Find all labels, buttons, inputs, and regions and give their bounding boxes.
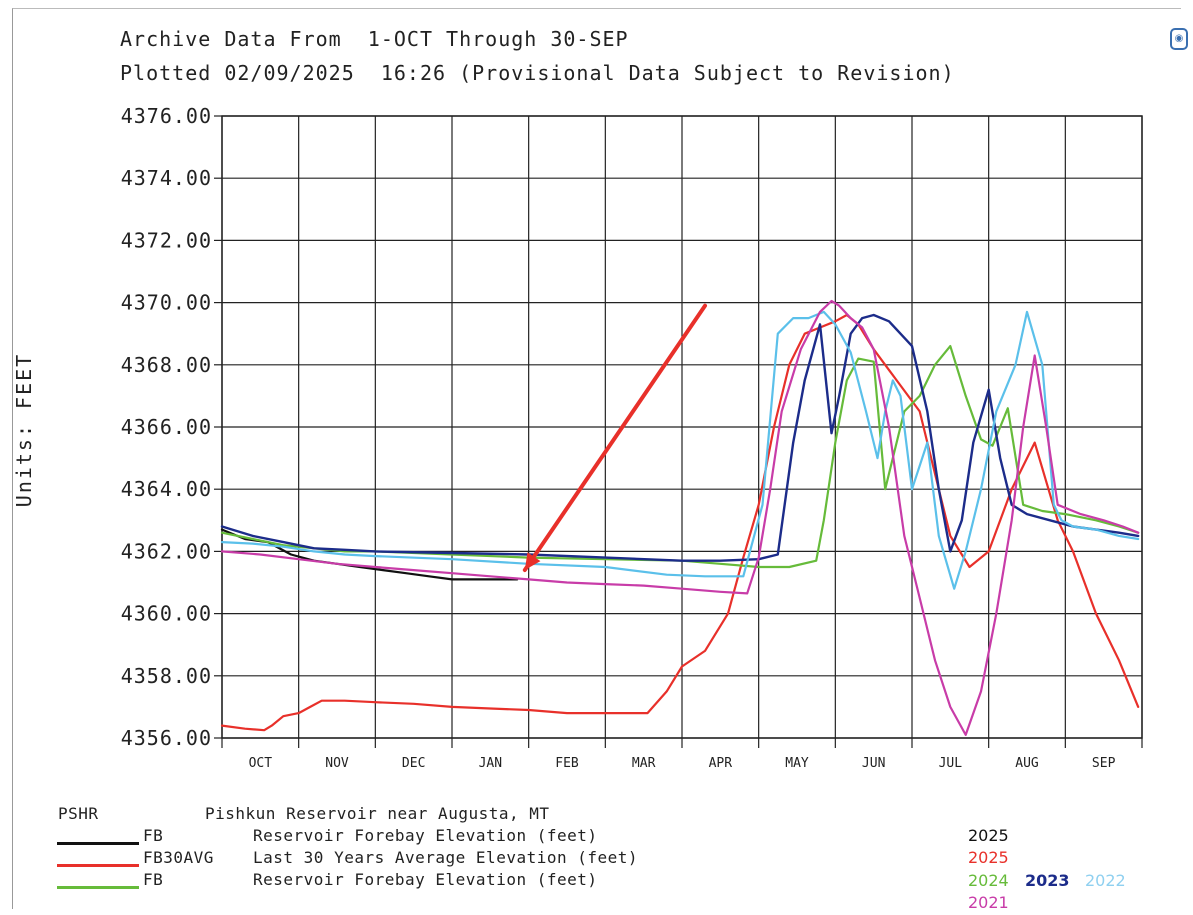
x-tick-label: MAR bbox=[632, 756, 656, 771]
annotation-arrowhead bbox=[524, 552, 541, 571]
chart-subtitle: Plotted 02/09/2025 16:26 (Provisional Da… bbox=[120, 61, 955, 85]
y-tick-label: 4366.00 bbox=[121, 415, 212, 439]
y-tick-label: 4362.00 bbox=[121, 539, 212, 563]
series-line bbox=[220, 313, 1140, 732]
series-line bbox=[220, 345, 1140, 569]
y-tick-label: 4368.00 bbox=[121, 353, 212, 377]
legend-year: 2024 bbox=[968, 871, 1009, 890]
x-tick-label: AUG bbox=[1015, 756, 1039, 771]
x-tick-label: JAN bbox=[479, 756, 502, 771]
y-tick-label: 4360.00 bbox=[121, 602, 212, 626]
chart-frame bbox=[12, 8, 1181, 909]
legend-swatch bbox=[57, 842, 139, 845]
y-tick-label: 4370.00 bbox=[121, 291, 212, 315]
camera-lens-icon[interactable]: ◉ bbox=[1170, 28, 1188, 50]
x-tick-label: NOV bbox=[325, 756, 349, 771]
legend-code: FB30AVG bbox=[143, 848, 214, 867]
series-line bbox=[220, 313, 1140, 562]
legend-year: 2023 bbox=[1025, 871, 1070, 890]
x-tick-label: FEB bbox=[555, 756, 579, 771]
x-tick-label: JUN bbox=[862, 756, 885, 771]
y-tick-label: 4356.00 bbox=[121, 726, 212, 750]
legend-desc: Reservoir Forebay Elevation (feet) bbox=[253, 826, 598, 845]
x-tick-label: SEP bbox=[1092, 756, 1116, 771]
legend-year: 2025 bbox=[968, 826, 1009, 845]
x-tick-label: MAY bbox=[785, 756, 809, 771]
legend-swatch bbox=[57, 864, 139, 867]
series-line bbox=[220, 299, 1140, 737]
y-tick-label: 4364.00 bbox=[121, 477, 212, 501]
legend-code: FB bbox=[143, 826, 164, 845]
x-tick-label: JUL bbox=[939, 756, 963, 771]
legend-desc: Last 30 Years Average Elevation (feet) bbox=[253, 848, 639, 867]
legend-swatch bbox=[57, 886, 139, 889]
legend-desc: Reservoir Forebay Elevation (feet) bbox=[253, 870, 598, 889]
x-tick-label: DEC bbox=[402, 756, 425, 771]
legend-year: 2022 bbox=[1085, 871, 1126, 890]
plot-area-border bbox=[221, 115, 1143, 739]
x-tick-label: APR bbox=[709, 756, 733, 771]
y-tick-label: 4358.00 bbox=[121, 664, 212, 688]
legend-year: 2025 bbox=[968, 848, 1009, 867]
y-tick-label: 4372.00 bbox=[121, 228, 212, 252]
y-tick-label: 4376.00 bbox=[121, 104, 212, 128]
series-line bbox=[220, 310, 1140, 590]
legend-code: FB bbox=[143, 870, 164, 889]
legend-station-name: Pishkun Reservoir near Augusta, MT bbox=[205, 804, 550, 823]
x-tick-label: OCT bbox=[249, 756, 273, 771]
chart-title: Archive Data From 1-OCT Through 30-SEP bbox=[120, 27, 629, 51]
legend-station-code: PSHR bbox=[58, 804, 99, 823]
y-tick-label: 4374.00 bbox=[121, 166, 212, 190]
annotation-arrow bbox=[522, 303, 707, 573]
legend-year: 2021 bbox=[968, 893, 1009, 912]
